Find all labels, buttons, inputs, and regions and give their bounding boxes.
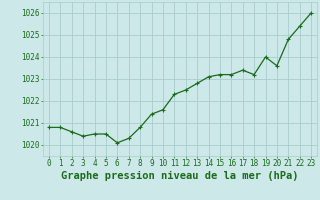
X-axis label: Graphe pression niveau de la mer (hPa): Graphe pression niveau de la mer (hPa) <box>61 171 299 181</box>
